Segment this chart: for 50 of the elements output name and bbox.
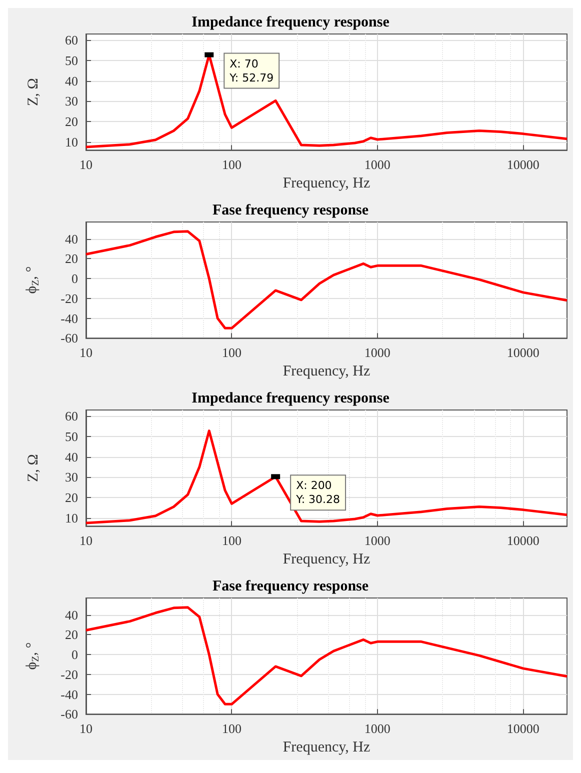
chart-title: Fase frequency response <box>212 202 369 218</box>
x-axis-title: Frequency, Hz <box>282 740 371 756</box>
x-tick-label: 1000 <box>364 721 390 736</box>
annotation: X: 70 Y: 52.79 <box>228 57 274 84</box>
y-tick-label: -40 <box>60 310 78 326</box>
y-tick-label: 20 <box>65 251 78 266</box>
y-tick-label: -40 <box>60 686 78 702</box>
y-tick-label: 10 <box>65 134 78 150</box>
y-tick-label: 20 <box>65 490 78 506</box>
x-tick-label: 10000 <box>506 157 540 172</box>
chart-title: Impedance frequency response <box>192 390 390 406</box>
y-tick-label: 0 <box>72 647 78 662</box>
x-tick-label: 1000 <box>364 345 390 360</box>
y-tick-label: 30 <box>65 94 78 109</box>
y-tick-label: 60 <box>65 408 78 424</box>
y-tick-label: -20 <box>60 290 78 306</box>
y-tick-label: -60 <box>60 330 78 346</box>
y-axis-title: ϕZ, ° <box>24 642 42 670</box>
y-axis-title: ϕZ, ° <box>24 266 42 294</box>
x-tick-label: 1000 <box>364 157 390 172</box>
x-tick-label: 10000 <box>506 345 540 360</box>
y-tick-label: 40 <box>65 73 78 88</box>
annotation: X: 200 Y: 30.28 <box>295 479 340 506</box>
y-tick-label: 40 <box>65 607 78 622</box>
y-tick-label: 0 <box>72 271 78 286</box>
y-tick-label: 40 <box>65 449 78 464</box>
x-tick-label: 1000 <box>364 533 390 548</box>
y-tick-label: -20 <box>60 666 78 682</box>
chart-title: Fase frequency response <box>212 578 369 594</box>
x-axis-title: Frequency, Hz <box>282 364 371 380</box>
y-tick-label: 40 <box>65 231 78 246</box>
x-tick-label: 10000 <box>506 533 540 548</box>
y-tick-label: 20 <box>65 627 78 642</box>
y-tick-label: 60 <box>65 32 78 48</box>
x-tick-label: 100 <box>222 345 242 360</box>
y-tick-label: -60 <box>60 706 78 722</box>
y-tick-label: 50 <box>65 52 78 68</box>
y-tick-label: 50 <box>65 428 78 444</box>
y-axis-title: Z, Ω <box>26 78 42 106</box>
y-tick-label: 30 <box>65 470 78 485</box>
x-tick-label: 100 <box>222 721 242 736</box>
y-axis-title: Z, Ω <box>26 454 42 482</box>
x-axis-title: Frequency, Hz <box>282 176 371 192</box>
x-axis-title: Frequency, Hz <box>282 552 371 568</box>
x-tick-label: 10000 <box>506 721 540 736</box>
chart-title: Impedance frequency response <box>192 14 390 30</box>
x-tick-label: 100 <box>222 533 242 548</box>
x-tick-label: 100 <box>222 157 242 172</box>
y-tick-label: 20 <box>65 114 78 130</box>
y-tick-label: 10 <box>65 510 78 526</box>
